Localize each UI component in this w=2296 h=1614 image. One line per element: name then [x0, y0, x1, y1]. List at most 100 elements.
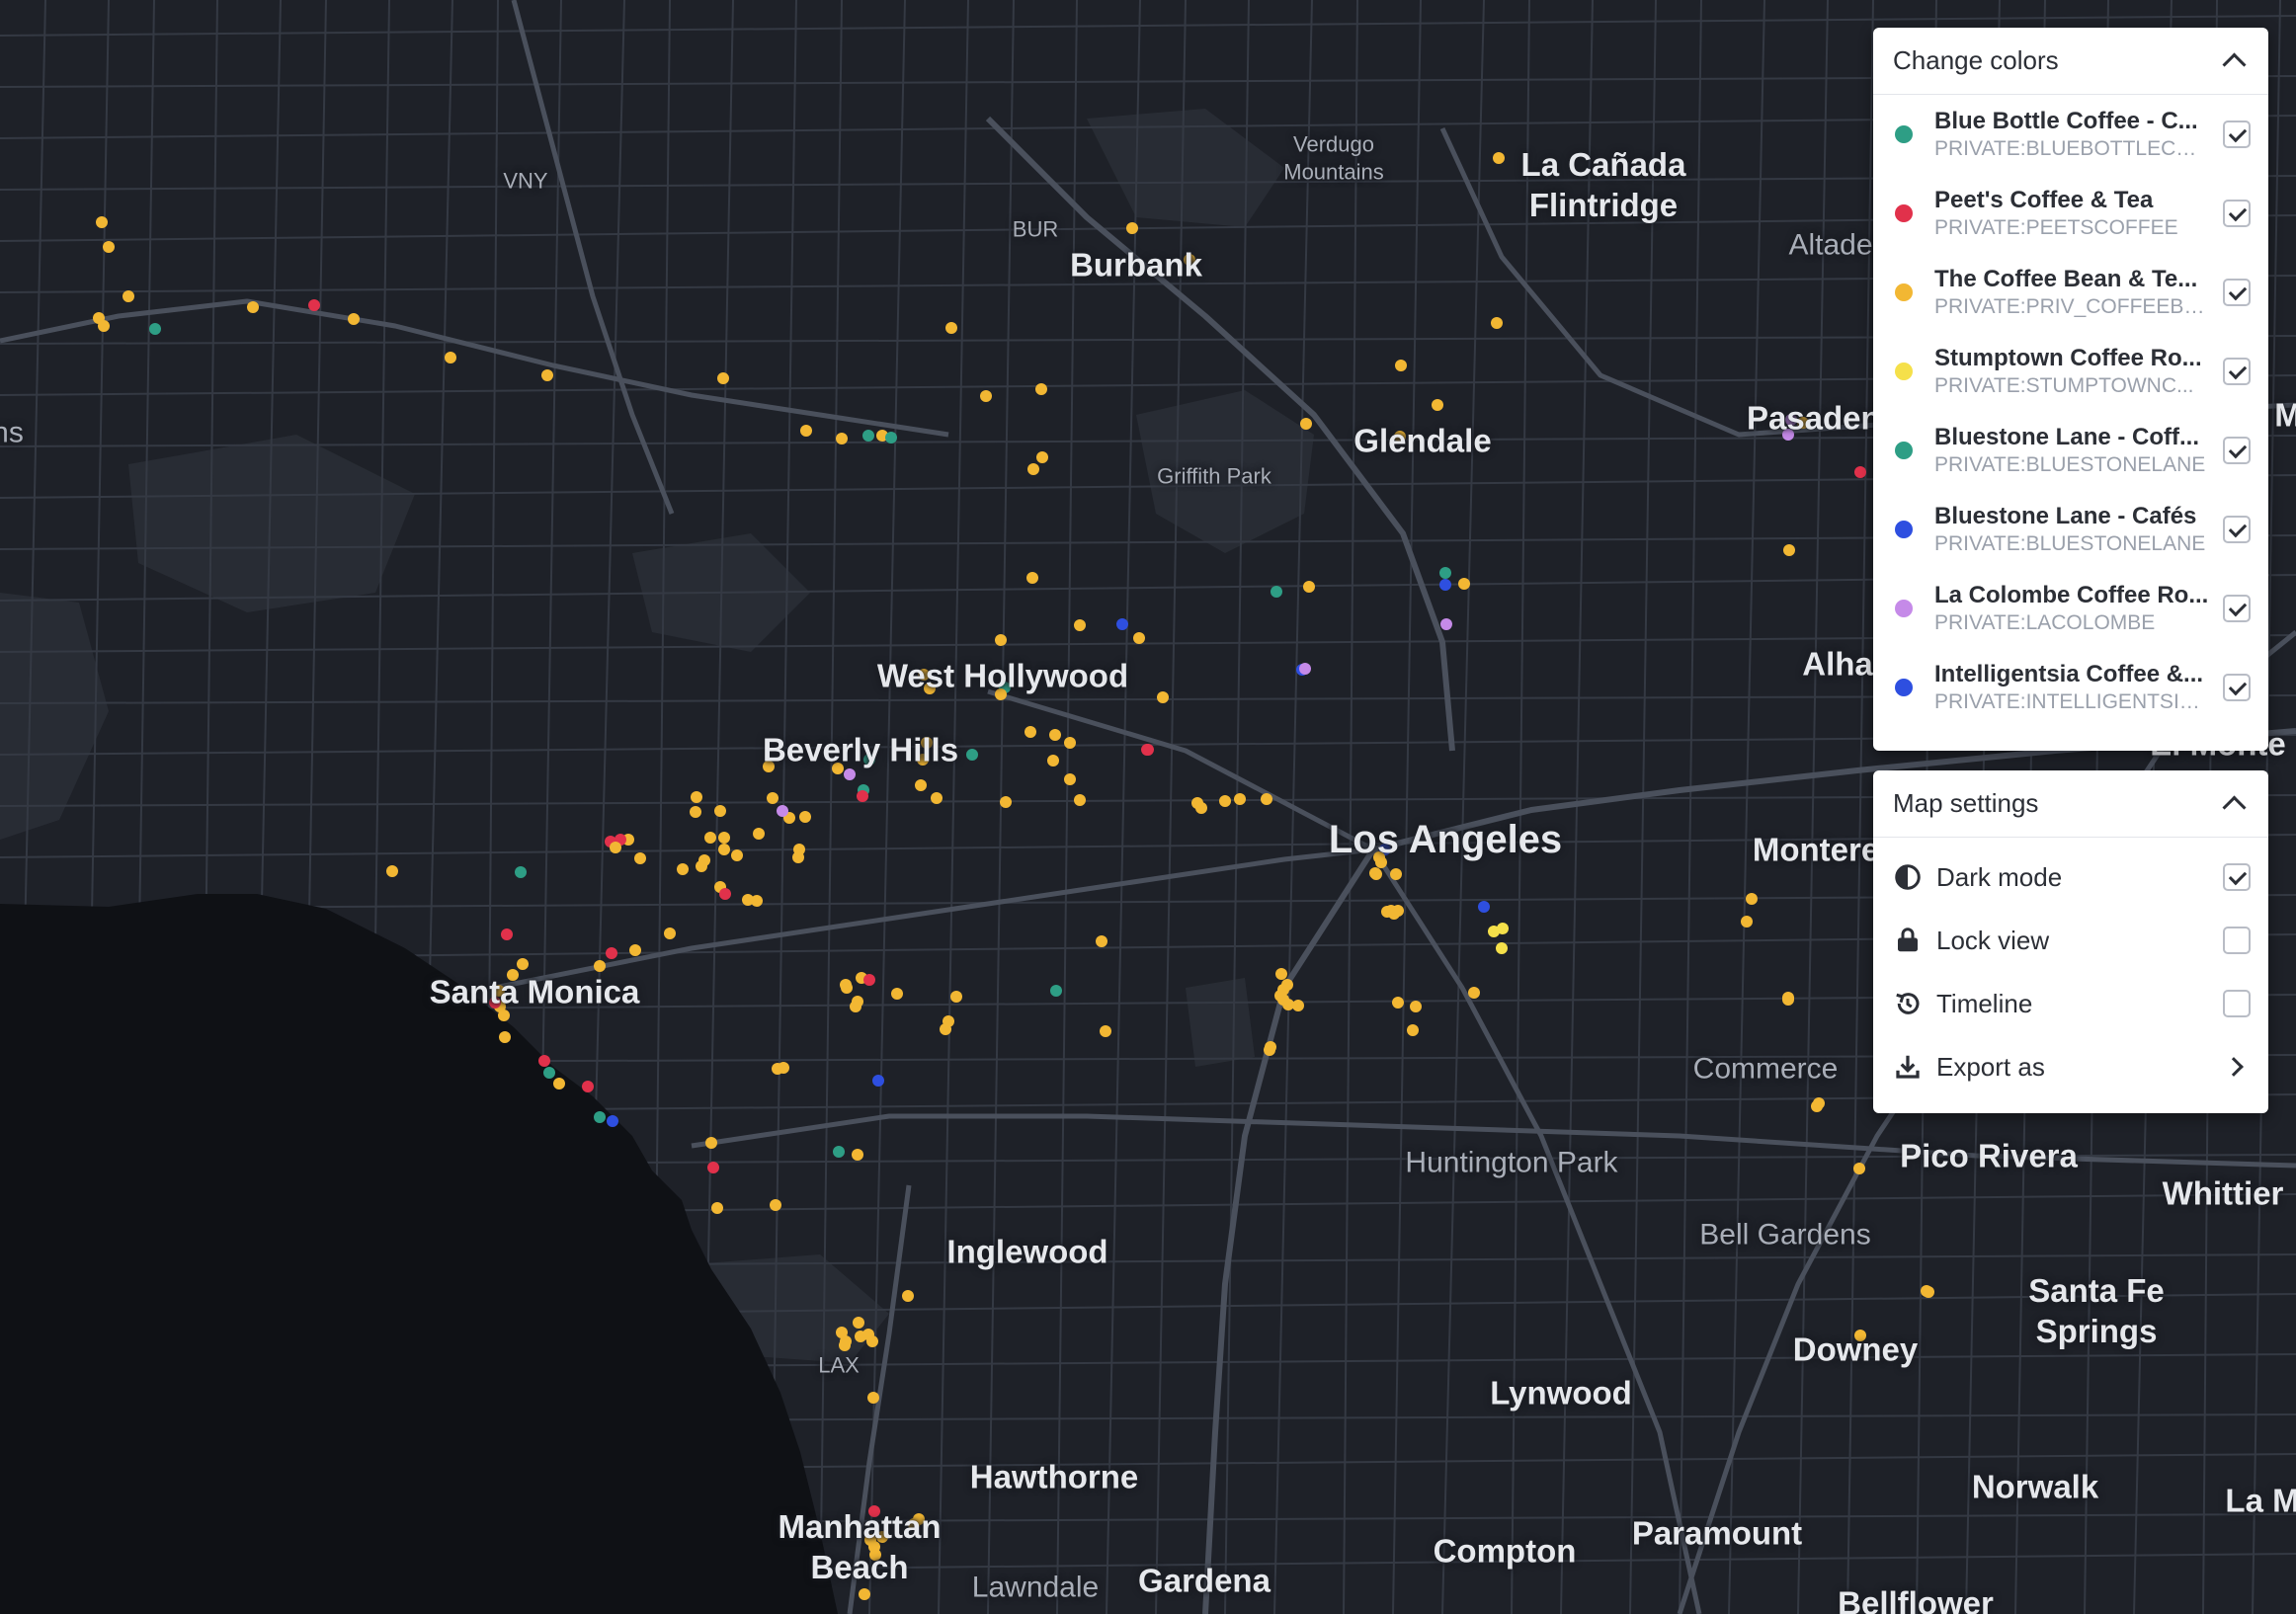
layer-color-swatch[interactable] [1895, 283, 1913, 301]
setting-checkbox[interactable] [2223, 927, 2251, 954]
chevron-up-icon[interactable] [2222, 795, 2247, 820]
coffee-shop-point[interactable] [541, 369, 553, 381]
coffee-shop-point[interactable] [717, 372, 729, 384]
coffee-shop-point[interactable] [836, 1327, 848, 1338]
coffee-shop-point[interactable] [1064, 773, 1076, 785]
coffee-shop-point[interactable] [763, 761, 775, 772]
coffee-shop-point[interactable] [489, 997, 501, 1009]
coffee-shop-point[interactable] [1184, 254, 1195, 266]
layer-item[interactable]: Bluestone Lane - Cafés PRIVATE:BLUESTONEL… [1873, 490, 2268, 569]
coffee-shop-point[interactable] [1219, 795, 1231, 807]
coffee-shop-point[interactable] [1300, 418, 1312, 430]
coffee-shop-point[interactable] [924, 683, 936, 694]
coffee-shop-point[interactable] [96, 216, 108, 228]
coffee-shop-point[interactable] [493, 985, 505, 997]
coffee-shop-point[interactable] [1195, 802, 1207, 814]
chevron-up-icon[interactable] [2222, 52, 2247, 77]
coffee-shop-point[interactable] [1392, 997, 1404, 1009]
coffee-shop-point[interactable] [799, 811, 811, 823]
layer-color-swatch[interactable] [1895, 204, 1913, 222]
coffee-shop-point[interactable] [945, 322, 957, 334]
layer-visibility-checkbox[interactable] [2223, 279, 2251, 306]
coffee-shop-point[interactable] [863, 754, 875, 766]
coffee-shop-point[interactable] [844, 768, 856, 780]
layer-color-swatch[interactable] [1895, 363, 1913, 380]
coffee-shop-point[interactable] [1126, 222, 1138, 234]
coffee-shop-point[interactable] [852, 996, 863, 1008]
coffee-shop-point[interactable] [915, 779, 927, 791]
layer-visibility-checkbox[interactable] [2223, 674, 2251, 701]
coffee-shop-point[interactable] [1395, 360, 1407, 371]
coffee-shop-point[interactable] [1274, 990, 1286, 1002]
coffee-shop-point[interactable] [1783, 544, 1795, 556]
coffee-shop-point[interactable] [610, 842, 621, 853]
coffee-shop-point[interactable] [149, 323, 161, 335]
coffee-shop-point[interactable] [767, 792, 779, 804]
coffee-shop-point[interactable] [1410, 1001, 1422, 1012]
coffee-shop-point[interactable] [966, 749, 978, 761]
coffee-shop-point[interactable] [1813, 1097, 1825, 1109]
coffee-shop-point[interactable] [1142, 744, 1154, 756]
coffee-shop-point[interactable] [857, 790, 868, 802]
coffee-shop-point[interactable] [711, 1202, 723, 1214]
coffee-shop-point[interactable] [1797, 417, 1809, 429]
layer-visibility-checkbox[interactable] [2223, 121, 2251, 148]
change-colors-header[interactable]: Change colors [1873, 28, 2268, 95]
setting-dark-mode[interactable]: Dark mode [1873, 846, 2268, 909]
coffee-shop-point[interactable] [1036, 451, 1048, 463]
coffee-shop-point[interactable] [995, 634, 1007, 646]
coffee-shop-point[interactable] [247, 301, 259, 313]
coffee-shop-point[interactable] [1785, 414, 1797, 426]
layer-color-swatch[interactable] [1895, 600, 1913, 617]
coffee-shop-point[interactable] [853, 1317, 864, 1329]
coffee-shop-point[interactable] [1292, 1000, 1304, 1011]
coffee-shop-point[interactable] [719, 888, 731, 900]
coffee-shop-point[interactable] [921, 737, 933, 749]
coffee-shop-point[interactable] [1458, 578, 1470, 590]
coffee-shop-point[interactable] [1064, 737, 1076, 749]
coffee-shop-point[interactable] [1432, 399, 1443, 411]
coffee-shop-point[interactable] [1496, 942, 1508, 954]
layer-color-swatch[interactable] [1895, 679, 1913, 696]
coffee-shop-point[interactable] [1027, 463, 1039, 475]
coffee-shop-point[interactable] [1025, 726, 1036, 738]
coffee-shop-point[interactable] [1854, 1330, 1866, 1341]
coffee-shop-point[interactable] [98, 320, 110, 332]
coffee-shop-point[interactable] [980, 390, 992, 402]
layer-color-swatch[interactable] [1895, 442, 1913, 459]
coffee-shop-point[interactable] [867, 1392, 879, 1404]
coffee-shop-point[interactable] [538, 1055, 550, 1067]
layer-color-swatch[interactable] [1895, 125, 1913, 143]
coffee-shop-point[interactable] [832, 763, 844, 774]
coffee-shop-point[interactable] [863, 974, 875, 986]
coffee-shop-point[interactable] [859, 1588, 870, 1600]
coffee-shop-point[interactable] [582, 1081, 594, 1092]
coffee-shop-point[interactable] [840, 979, 852, 991]
coffee-shop-point[interactable] [1157, 691, 1169, 703]
coffee-shop-point[interactable] [852, 1149, 863, 1161]
layer-visibility-checkbox[interactable] [2223, 437, 2251, 464]
coffee-shop-point[interactable] [836, 433, 848, 444]
coffee-shop-point[interactable] [517, 958, 529, 970]
coffee-shop-point[interactable] [543, 1067, 555, 1079]
coffee-shop-point[interactable] [1407, 1024, 1419, 1036]
coffee-shop-point[interactable] [868, 1505, 880, 1517]
coffee-shop-point[interactable] [1746, 893, 1758, 905]
coffee-shop-point[interactable] [1047, 755, 1059, 767]
coffee-shop-point[interactable] [1299, 663, 1311, 675]
coffee-shop-point[interactable] [691, 791, 702, 803]
coffee-shop-point[interactable] [866, 1335, 878, 1347]
coffee-shop-point[interactable] [1853, 1163, 1865, 1174]
coffee-shop-point[interactable] [772, 1063, 783, 1075]
coffee-shop-point[interactable] [940, 1023, 951, 1035]
coffee-shop-point[interactable] [123, 290, 134, 302]
coffee-shop-point[interactable] [1388, 908, 1400, 920]
coffee-shop-point[interactable] [707, 1162, 719, 1173]
coffee-shop-point[interactable] [839, 1339, 851, 1351]
coffee-shop-point[interactable] [1478, 901, 1490, 913]
coffee-shop-point[interactable] [1491, 317, 1503, 329]
coffee-shop-point[interactable] [1923, 1286, 1934, 1298]
coffee-shop-point[interactable] [800, 425, 812, 437]
coffee-shop-point[interactable] [731, 849, 743, 861]
coffee-shop-point[interactable] [1493, 152, 1505, 164]
